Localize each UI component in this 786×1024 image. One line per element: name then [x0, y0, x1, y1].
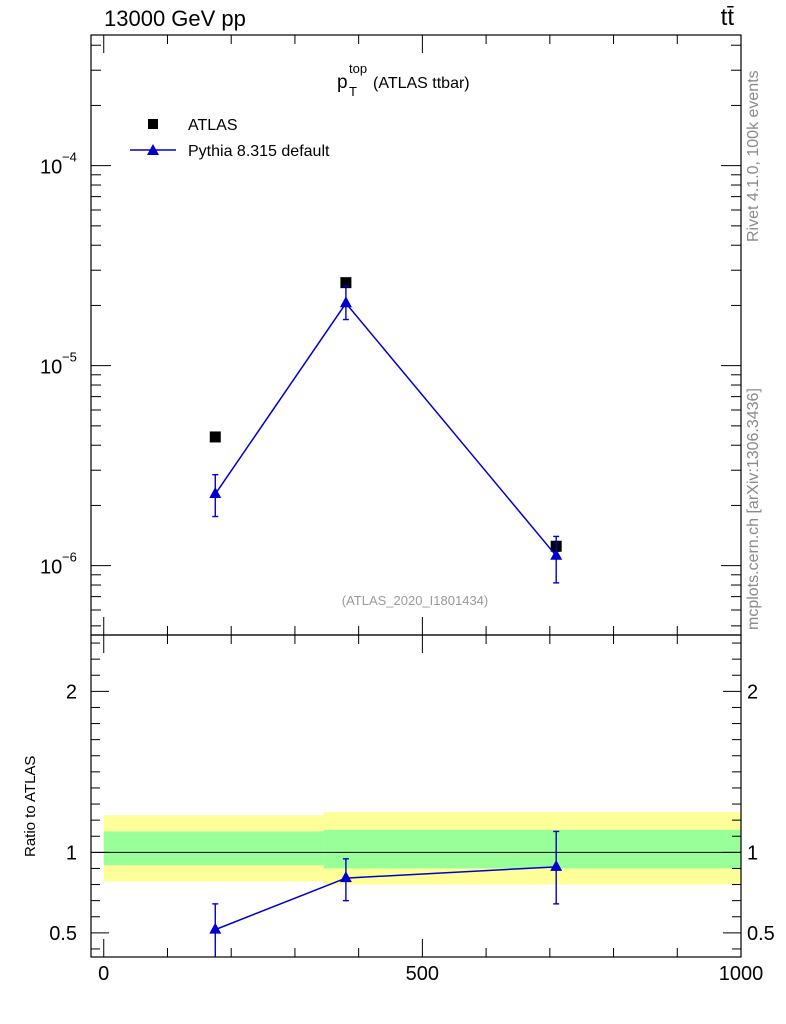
main-y-tick-exponent: −5 [62, 350, 77, 365]
plot-title: p [337, 72, 348, 93]
ratio-y-tick-label-right: 2 [747, 681, 758, 703]
ratio-plot-marks [209, 830, 563, 957]
ratio-data-point [339, 871, 352, 883]
process-label: tt̄ [720, 4, 734, 31]
ratio-x-tick-label: 0 [98, 963, 109, 985]
title-subscript: T [349, 84, 357, 99]
main-y-tick-label: 10 [40, 157, 62, 179]
ratio-x-tick-label: 1000 [719, 963, 764, 985]
title-suffix: (ATLAS ttbar) [373, 75, 470, 92]
ratio-axis-ticks: 0.5 0.5 1 1 2 2 0 500 1000 [49, 635, 775, 985]
atlas-data-point [209, 431, 221, 443]
pythia-data-point [339, 296, 352, 308]
main-axis-ticks: 10−610−510−4 [40, 35, 742, 635]
ratio-y-tick-label-right: 0.5 [747, 923, 775, 945]
pythia-data-point [550, 548, 563, 560]
legend-pythia-marker [147, 144, 159, 155]
ratio-data-point [209, 922, 222, 934]
legend-atlas-marker [148, 119, 158, 129]
main-y-tick-exponent: −4 [62, 150, 77, 165]
ratio-y-tick-label-left: 2 [66, 681, 77, 703]
title-superscript: top [349, 61, 367, 76]
main-y-tick-label: 10 [40, 557, 62, 579]
pythia-series-line [214, 302, 557, 557]
ratio-x-tick-label: 500 [406, 963, 439, 985]
main-plot-marks [209, 277, 563, 584]
atlas-data-point [340, 277, 352, 289]
title-p: p [337, 72, 348, 93]
ratio-uncertainty-bands [103, 812, 741, 885]
ratio-band-green-0 [103, 831, 324, 866]
ratio-y-tick-label-left: 1 [66, 842, 77, 864]
ratio-band-green-1 [323, 829, 741, 869]
main-y-tick-label: 10 [40, 357, 62, 379]
ratio-y-tick-label-right: 1 [747, 842, 758, 864]
pythia-data-point [209, 487, 222, 499]
legend-atlas-label: ATLAS [188, 117, 238, 134]
ratio-y-tick-label-left: 0.5 [49, 923, 77, 945]
ratio-plot-frame [90, 634, 742, 958]
ratio-data-point [550, 859, 563, 871]
main-y-tick-exponent: −6 [62, 550, 77, 565]
legend-pythia-label: Pythia 8.315 default [188, 143, 330, 160]
analysis-tag: (ATLAS_2020_I1801434) [342, 593, 488, 608]
energy-label: 13000 GeV pp [104, 6, 246, 31]
